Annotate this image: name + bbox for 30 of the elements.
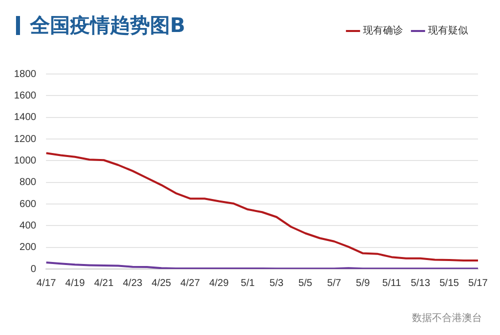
chart-title: 全国疫情趋势图B (30, 12, 186, 39)
y-tick-label: 1600 (14, 90, 37, 102)
legend-label: 现有确诊 (363, 24, 403, 37)
x-tick-label: 5/17 (468, 278, 488, 289)
x-tick-label: 4/25 (152, 278, 172, 289)
y-tick-label: 1800 (14, 68, 37, 80)
y-tick-label: 600 (20, 198, 37, 210)
x-tick-label: 4/29 (209, 278, 230, 289)
x-tick-label: 5/11 (382, 278, 402, 289)
y-tick-label: 200 (20, 242, 37, 254)
x-tick-label: 5/9 (356, 278, 370, 289)
y-tick-label: 1200 (14, 134, 37, 145)
text: 数据不合港澳台 (412, 312, 482, 325)
y-tick-label: 1400 (14, 112, 37, 124)
x-tick-label: 4/19 (65, 278, 86, 289)
x-tick-label: 5/3 (270, 278, 284, 289)
x-tick-label: 5/7 (327, 278, 342, 289)
x-tick-label: 5/15 (439, 278, 460, 289)
x-tick-label: 4/21 (94, 278, 114, 289)
x-tick-label: 4/23 (122, 278, 143, 289)
legend-label: 现有疑似 (428, 24, 468, 37)
x-tick-label: 5/5 (298, 278, 313, 289)
x-tick-label: 4/27 (180, 278, 200, 289)
x-tick-label: 5/13 (410, 278, 431, 289)
y-tick-label: 400 (20, 220, 37, 232)
x-tick-label: 5/1 (240, 278, 256, 289)
x-tick-label: 4/17 (36, 278, 56, 289)
y-tick-label: 0 (30, 264, 37, 275)
y-tick-label: 800 (20, 177, 37, 188)
y-tick-label: 1000 (14, 155, 37, 166)
